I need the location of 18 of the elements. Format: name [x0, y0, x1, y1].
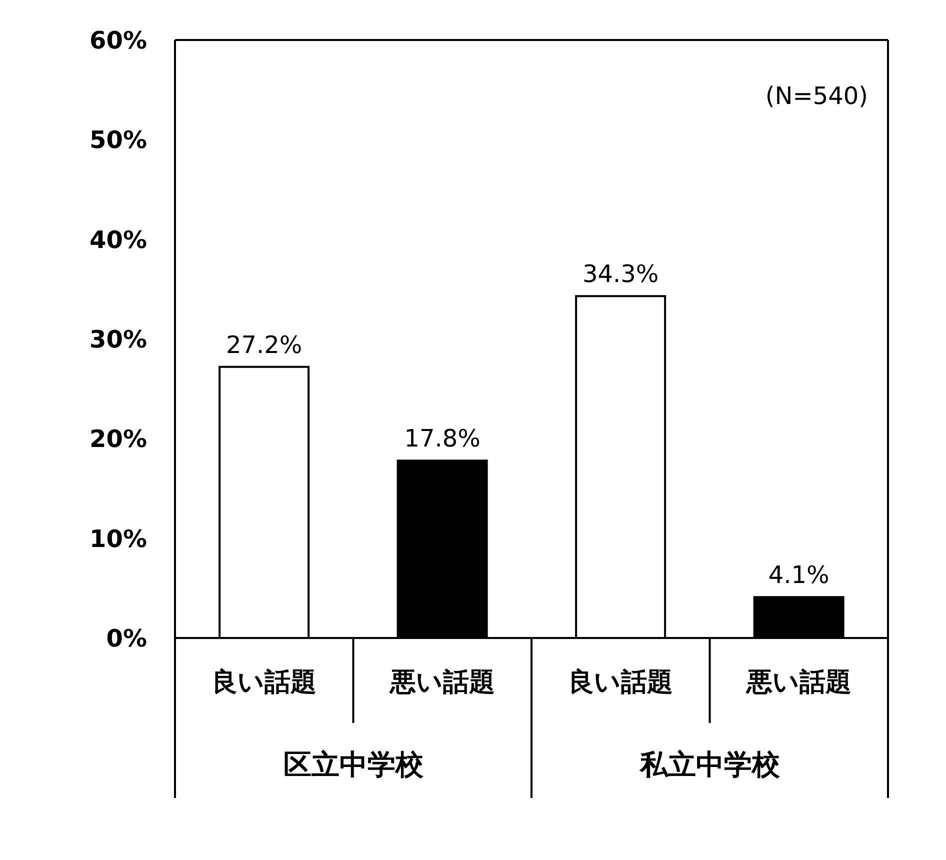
data-label: 17.8% — [404, 424, 480, 453]
text: 区立中学校 — [282, 747, 424, 783]
data-label: 27.2% — [226, 330, 302, 359]
x-tick-label: 良い話題 — [212, 667, 317, 698]
data-label: 34.3% — [582, 260, 659, 288]
x-tick-label: 良い話題 — [568, 667, 674, 698]
y-tick-label: 0% — [106, 624, 147, 653]
y-tick-label: 10% — [90, 524, 147, 553]
y-tick-label: 60% — [90, 26, 147, 55]
text: 私立中学校 — [638, 747, 781, 783]
y-tick-label: 40% — [90, 226, 147, 254]
y-tick-label: 20% — [90, 425, 147, 454]
annotation: (N=540) — [764, 82, 868, 110]
y-tick-label: 50% — [90, 126, 147, 154]
y-tick-label: 30% — [90, 326, 147, 354]
x-tick-label: 悪い話題 — [388, 667, 495, 698]
data-label: 4.1% — [768, 561, 830, 590]
x-tick-label: 悪い話題 — [745, 667, 852, 698]
